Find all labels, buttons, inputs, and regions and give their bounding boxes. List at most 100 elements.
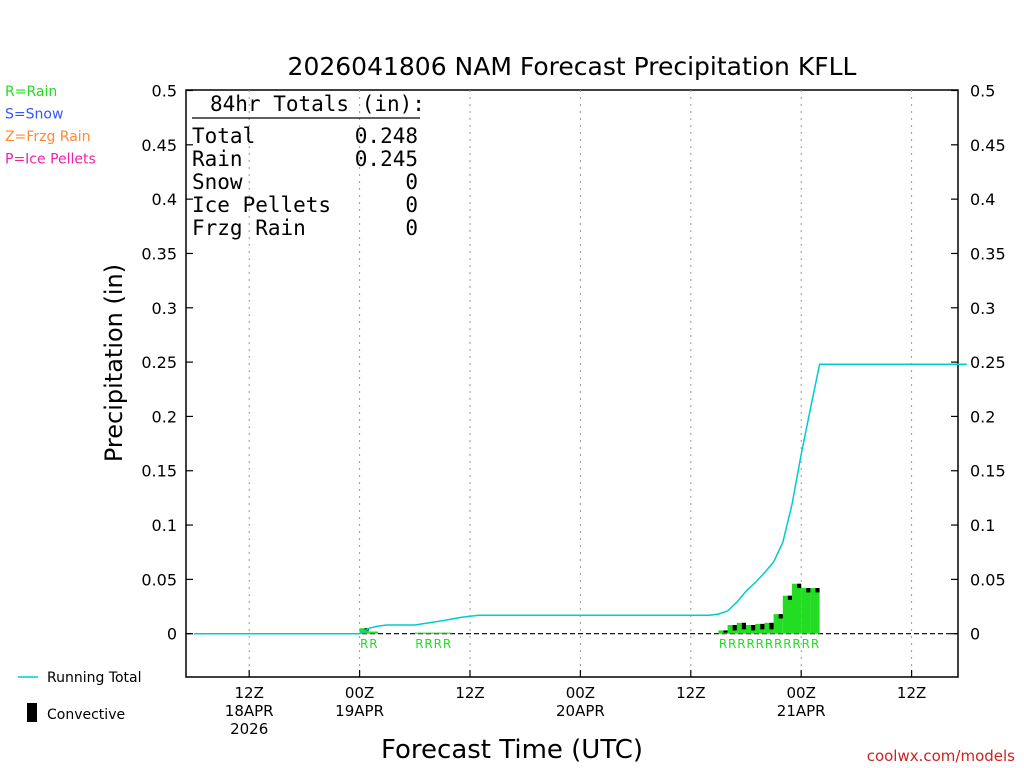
y-tick-label-right: 0 xyxy=(970,625,980,644)
y-tick-label-right: 0.1 xyxy=(970,516,995,535)
y-tick-label-left: 0 xyxy=(167,625,177,644)
y-tick-label-right: 0.2 xyxy=(970,407,995,426)
ptype-legend-item: S=Snow xyxy=(5,107,63,123)
plot-frame xyxy=(185,89,959,678)
convective-bar xyxy=(787,595,792,601)
hourly-bar xyxy=(433,632,443,634)
convective-bar xyxy=(760,623,765,630)
y-tick-label-left: 0.5 xyxy=(152,82,177,101)
hourly-bar xyxy=(718,630,728,634)
y-tick-label-left: 0.15 xyxy=(141,462,177,481)
y-tick-label-left: 0.35 xyxy=(141,244,177,263)
running-total-legend-label: Running Total xyxy=(47,670,142,686)
y-tick-label-right: 0.45 xyxy=(970,136,1006,155)
ptype-label: R xyxy=(774,637,782,651)
convective-legend-swatch xyxy=(27,703,37,722)
x-tick-label: 12Z xyxy=(235,684,264,702)
totals-row-label: Frzg Rain xyxy=(192,216,306,240)
totals-row-value: 0 xyxy=(405,170,418,194)
ptype-label: R xyxy=(811,637,819,651)
ptype-label: R xyxy=(443,637,451,651)
y-tick-label-left: 0.2 xyxy=(152,407,177,426)
y-tick-label-right: 0.4 xyxy=(970,190,995,209)
hourly-bar xyxy=(736,622,746,634)
ptype-label: R xyxy=(802,637,810,651)
y-axis-label: Precipitation (in) xyxy=(100,264,128,462)
ptype-label: R xyxy=(424,637,432,651)
ptype-label: R xyxy=(360,637,368,651)
y-tick-label-right: 0.5 xyxy=(970,82,995,101)
ptype-label: R xyxy=(792,637,800,651)
hourly-bar xyxy=(442,632,452,634)
chart-title: 2026041806 NAM Forecast Precipitation KF… xyxy=(288,52,857,81)
convective-bars xyxy=(364,583,820,633)
x-tick-label: 19APR xyxy=(335,702,384,720)
ptype-label: R xyxy=(737,637,745,651)
convective-bar xyxy=(732,625,737,631)
x-tick-label: 12Z xyxy=(897,684,926,702)
totals-row-label: Total xyxy=(192,124,255,148)
convective-bar xyxy=(741,622,746,630)
hourly-bar xyxy=(792,583,802,634)
x-tick-label: 20APR xyxy=(556,702,605,720)
hourly-bar xyxy=(801,588,811,634)
x-tick-label: 00Z xyxy=(787,684,816,702)
y-tick-label-left: 0.45 xyxy=(141,136,177,155)
hourly-bar xyxy=(368,631,378,634)
ptype-label: R xyxy=(434,637,442,651)
convective-bar xyxy=(806,588,811,593)
y-tick-label-left: 0.25 xyxy=(141,353,177,372)
series-legend: Running Total Convective xyxy=(18,670,142,723)
hourly-bar xyxy=(727,625,737,634)
ptype-label: R xyxy=(719,637,727,651)
y-tick-label-right: 0.25 xyxy=(970,353,1006,372)
y-tick-label-left: 0.1 xyxy=(152,516,177,535)
totals-row-value: 0.245 xyxy=(355,147,418,171)
totals-box: 84hr Totals (in): Total 0.248 Rain 0.245 Sno… xyxy=(192,92,425,240)
hourly-bar xyxy=(414,632,424,634)
convective-bar xyxy=(797,583,802,589)
ptype-legend-item: Z=Frzg Rain xyxy=(5,129,91,145)
y-tick-label-right: 0.35 xyxy=(970,244,1006,263)
y-tick-label-left: 0.05 xyxy=(141,570,177,589)
hourly-bar xyxy=(746,625,756,634)
x-axis-label: Forecast Time (UTC) xyxy=(381,735,643,765)
convective-bar xyxy=(778,614,783,619)
ptype-label: R xyxy=(746,637,754,651)
y-tick-label-right: 0.15 xyxy=(970,462,1006,481)
x-tick-label: 21APR xyxy=(777,702,826,720)
ptype-label: R xyxy=(765,637,773,651)
ptype-label: R xyxy=(415,637,423,651)
ptype-legend-item: R=Rain xyxy=(5,84,57,100)
totals-row-label: Rain xyxy=(192,147,243,171)
convective-bar xyxy=(751,625,756,631)
totals-row-value: 0.248 xyxy=(355,124,418,148)
y-tick-label-right: 0.05 xyxy=(970,570,1006,589)
y-tick-label-left: 0.3 xyxy=(152,299,177,318)
ptype-label: R xyxy=(756,637,764,651)
ptype-legend-item: P=Ice Pellets xyxy=(5,152,96,168)
ptype-label: R xyxy=(783,637,791,651)
x-tick-label: 12Z xyxy=(676,684,705,702)
hourly-bar xyxy=(810,588,820,634)
totals-row-value: 0 xyxy=(405,193,418,217)
watermark: coolwx.com/models xyxy=(867,747,1015,765)
ptype-label: R xyxy=(728,637,736,651)
convective-bar xyxy=(723,630,728,633)
ptype-label: R xyxy=(369,637,377,651)
y-tick-label-right: 0.3 xyxy=(970,299,995,318)
hourly-bar xyxy=(424,632,434,634)
x-tick-label: 00Z xyxy=(566,684,595,702)
running-total-line xyxy=(194,363,967,635)
totals-header: 84hr Totals (in): xyxy=(210,92,425,116)
y-tick-label-left: 0.4 xyxy=(152,190,177,209)
ptype-legend: R=Rain S=Snow Z=Frzg Rain P=Ice Pellets xyxy=(5,84,96,168)
x-tick-label: 18APR xyxy=(225,702,274,720)
hourly-bar xyxy=(773,614,783,634)
x-tick-label: 12Z xyxy=(455,684,484,702)
convective-legend-label: Convective xyxy=(47,707,125,723)
hourly-bar xyxy=(755,623,765,634)
